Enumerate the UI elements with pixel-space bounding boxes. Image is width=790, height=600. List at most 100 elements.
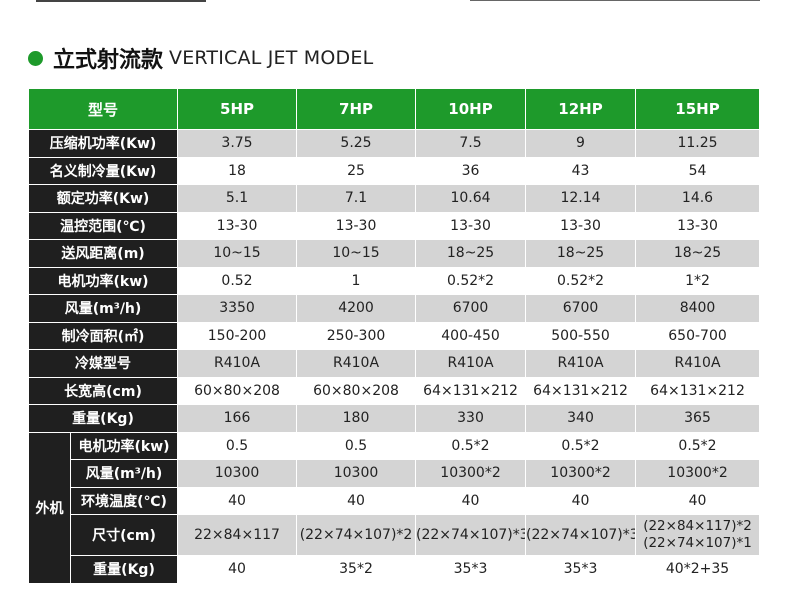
header-model-label: 型号 <box>27 88 179 130</box>
table-row: 重量(Kg) 40 35*2 35*3 35*3 40*2+35 <box>29 555 761 584</box>
outdoor-group-label: 外机 <box>28 431 71 584</box>
row-label: 环境温度(℃) <box>69 486 179 515</box>
table-row: 重量(Kg) 166 180 330 340 365 <box>27 404 761 433</box>
cell-line: (22×84×117)*2 <box>643 518 752 534</box>
table-cell: 13-30 <box>525 211 637 240</box>
bullet-dot-icon <box>28 50 43 66</box>
row-label: 电机功率(kw) <box>27 266 179 295</box>
table-cell: 0.5 <box>177 431 298 460</box>
header-row: 型号 5HP 7HP 10HP 12HP 15HP <box>27 88 761 130</box>
table-cell: 7.5 <box>415 129 527 158</box>
table-cell: 500-550 <box>525 321 637 350</box>
table-cell: 166 <box>177 404 298 433</box>
row-label: 温控范围(℃) <box>27 211 179 240</box>
table-row: 温控范围(℃) 13-30 13-30 13-30 13-30 13-30 <box>27 211 761 240</box>
title-chinese: 立式射流款 <box>53 48 164 73</box>
section-heading: 立式射流款 VERTICAL JET MODEL <box>28 40 373 76</box>
row-label: 冷媒型号 <box>27 349 179 378</box>
table-cell: 64×131×212 <box>415 376 527 405</box>
table-cell: 14.6 <box>635 184 761 213</box>
header-model-15hp: 15HP <box>635 88 761 130</box>
table-cell: 40 <box>635 486 761 515</box>
table-cell: 150-200 <box>177 321 298 350</box>
table-cell: 43 <box>525 156 637 185</box>
table-cell: 64×131×212 <box>525 376 637 405</box>
table-cell: 0.5*2 <box>415 431 527 460</box>
header-model-10hp: 10HP <box>415 88 527 130</box>
table-cell: 35*3 <box>415 555 527 584</box>
table-cell: 340 <box>525 404 637 433</box>
row-label: 电机功率(kw) <box>69 431 179 460</box>
table-cell: 9 <box>525 129 637 158</box>
table-cell: 650-700 <box>635 321 761 350</box>
table-cell: 35*3 <box>525 555 637 584</box>
table-cell: 60×80×208 <box>177 376 298 405</box>
table-cell: 13-30 <box>635 211 761 240</box>
table-cell: 36 <box>415 156 527 185</box>
table-row: 风量(m³/h) 10300 10300 10300*2 10300*2 103… <box>29 459 761 488</box>
table-cell: 18~25 <box>525 239 637 268</box>
table-cell: 10~15 <box>296 239 417 268</box>
table-cell: 12.14 <box>525 184 637 213</box>
table-row: 电机功率(kw) 0.52 1 0.52*2 0.52*2 1*2 <box>27 266 761 295</box>
table-cell: 40 <box>177 486 298 515</box>
row-label: 长宽高(cm) <box>27 376 179 405</box>
table-cell: 7.1 <box>296 184 417 213</box>
table-cell: 40 <box>177 555 298 584</box>
table-cell: 365 <box>635 404 761 433</box>
table-cell: 8400 <box>635 294 761 323</box>
table-cell-multiline: (22×84×117)*2 (22×74×107)*1 <box>635 514 761 556</box>
table-cell: R410A <box>525 349 637 378</box>
row-label: 风量(m³/h) <box>27 294 179 323</box>
table-row: 压缩机功率(Kw) 3.75 5.25 7.5 9 11.25 <box>27 129 761 158</box>
table-cell: 3350 <box>177 294 298 323</box>
title-english: VERTICAL JET MODEL <box>169 47 374 69</box>
table-cell: 35*2 <box>296 555 417 584</box>
table-cell: 400-450 <box>415 321 527 350</box>
table-cell: 6700 <box>525 294 637 323</box>
table-row: 制冷面积(㎡) 150-200 250-300 400-450 500-550 … <box>27 321 761 350</box>
table-cell: 5.25 <box>296 129 417 158</box>
table-cell: 13-30 <box>296 211 417 240</box>
table-cell: 1*2 <box>635 266 761 295</box>
header-model-12hp: 12HP <box>525 88 637 130</box>
table-row: 尺寸(cm) 22×84×117 (22×74×107)*2 (22×74×10… <box>29 514 761 556</box>
row-label: 压缩机功率(Kw) <box>27 129 179 158</box>
row-label: 尺寸(cm) <box>69 514 179 556</box>
table-row: 冷媒型号 R410A R410A R410A R410A R410A <box>27 349 761 378</box>
table-cell: 10300*2 <box>415 459 527 488</box>
table-cell: 10~15 <box>177 239 298 268</box>
table-row: 环境温度(℃) 40 40 40 40 40 <box>29 486 761 515</box>
table-cell: 3.75 <box>177 129 298 158</box>
table-cell: 10300*2 <box>635 459 761 488</box>
table-cell: 10300 <box>177 459 298 488</box>
table-cell: 6700 <box>415 294 527 323</box>
table-cell: 0.5*2 <box>525 431 637 460</box>
spec-table: 型号 5HP 7HP 10HP 12HP 15HP 压缩机功率(Kw) 3.75… <box>27 88 761 584</box>
table-cell: 180 <box>296 404 417 433</box>
table-cell: 13-30 <box>415 211 527 240</box>
table-cell: 54 <box>635 156 761 185</box>
row-label: 重量(Kg) <box>69 555 179 584</box>
row-label: 名义制冷量(Kw) <box>27 156 179 185</box>
table-row: 外机 电机功率(kw) 0.5 0.5 0.5*2 0.5*2 0.5*2 <box>28 431 761 584</box>
table-cell: 40 <box>415 486 527 515</box>
table-cell: 1 <box>296 266 417 295</box>
table-cell: 64×131×212 <box>635 376 761 405</box>
table-cell: 0.52*2 <box>525 266 637 295</box>
top-divider-left <box>36 0 206 2</box>
table-cell: 18 <box>177 156 298 185</box>
table-cell: R410A <box>177 349 298 378</box>
cell-line: (22×74×107)*1 <box>643 535 752 551</box>
table-cell: (22×74×107)*2 <box>296 514 417 556</box>
table-cell: 0.52 <box>177 266 298 295</box>
table-cell: (22×74×107)*3 <box>525 514 637 556</box>
header-model-5hp: 5HP <box>177 88 298 130</box>
table-cell: 11.25 <box>635 129 761 158</box>
table-row: 名义制冷量(Kw) 18 25 36 43 54 <box>27 156 761 185</box>
top-divider-right <box>470 0 760 1</box>
table-cell: 0.52*2 <box>415 266 527 295</box>
table-cell: 330 <box>415 404 527 433</box>
table-cell: 40 <box>525 486 637 515</box>
table-cell: 5.1 <box>177 184 298 213</box>
